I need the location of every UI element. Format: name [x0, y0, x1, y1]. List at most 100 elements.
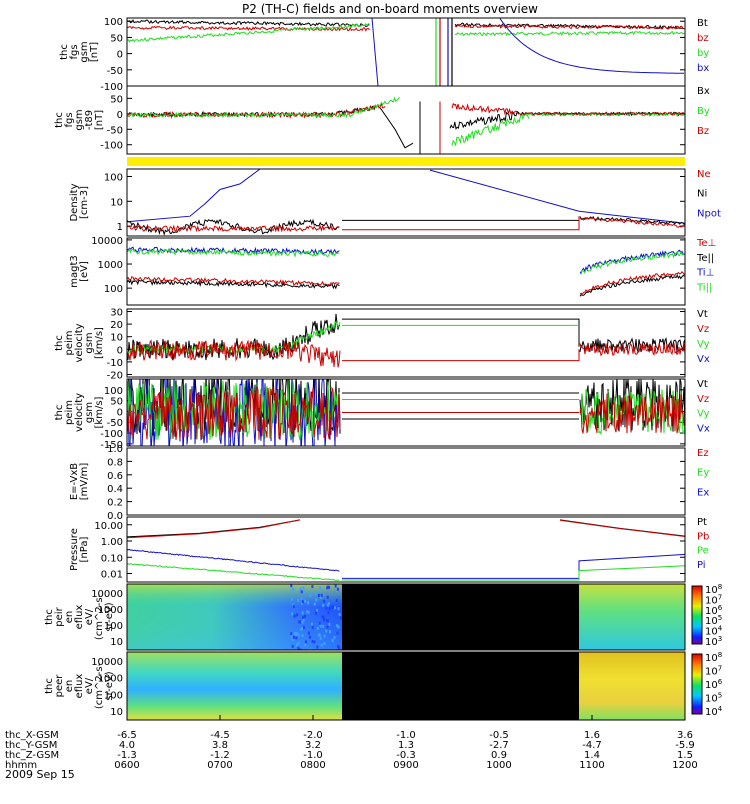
- xtick-label: 1.4: [584, 750, 600, 761]
- ytick-label: 10000: [91, 657, 123, 668]
- legend-Vy: Vy: [697, 339, 710, 350]
- xtick-label: 1.5: [677, 750, 693, 761]
- axis-label: magt3: [69, 255, 80, 288]
- series-Pt: [127, 519, 301, 538]
- ytick-label: 1000: [98, 260, 123, 271]
- xtick-label: -4.7: [582, 740, 602, 751]
- spectrogram-cell: [317, 593, 320, 597]
- ytick-label: 0: [117, 110, 123, 121]
- series-Te-par: [579, 274, 685, 297]
- colorbar-tick: 105: [705, 692, 722, 705]
- spectrogram-fill: [579, 652, 685, 720]
- ytick-label: 10000: [91, 589, 123, 600]
- legend-by: by: [697, 48, 709, 59]
- spectrogram-cell: [299, 589, 302, 593]
- legend-Pe: Pe: [697, 546, 709, 557]
- spectrogram-cell: [301, 634, 304, 638]
- spectrogram-cell: [307, 601, 310, 605]
- spectrogram-cell: [300, 627, 303, 631]
- series-Ne: [579, 217, 685, 228]
- series-Pi: [127, 548, 340, 572]
- axis-label: en: [64, 611, 75, 624]
- axis-label: thc: [54, 335, 65, 351]
- date-label: 2009 Sep 15: [5, 768, 75, 781]
- ytick-label: 50: [110, 94, 123, 105]
- spectrogram-cell: [301, 600, 304, 604]
- spectrogram-cell: [297, 633, 300, 637]
- axis-label: eV/: [84, 608, 95, 625]
- ytick-label: 50: [110, 397, 123, 408]
- spectrogram-cell: [295, 633, 298, 637]
- series-Vz: [579, 342, 685, 357]
- spectrogram-cell: [330, 605, 333, 609]
- xaxis-row-label: thc_Z-GSM: [5, 750, 59, 761]
- xtick-label: 1000: [486, 760, 511, 771]
- series-Vt: [342, 318, 580, 347]
- xtick-label: 3.2: [305, 740, 321, 751]
- xtick-label: -5.9: [675, 740, 695, 751]
- spectrogram-cell: [309, 635, 312, 639]
- spectrogram-cell: [304, 643, 307, 647]
- spectrogram-cell: [319, 586, 322, 590]
- spectrogram-cell: [334, 584, 337, 588]
- legend-Ez: Ez: [697, 448, 709, 459]
- legend-Vx: Vx: [697, 423, 710, 434]
- colorbar: [691, 585, 703, 645]
- spectrogram-cell: [317, 633, 320, 637]
- series-Bz: [519, 111, 685, 116]
- axis-label: eflux: [74, 674, 85, 699]
- spectrogram-cell: [325, 619, 328, 623]
- legend-Te||: Te||: [696, 253, 714, 264]
- axis-label: thc: [54, 112, 65, 128]
- ytick-label: 0.6: [107, 471, 123, 482]
- ytick-label: -50: [107, 66, 123, 77]
- series-Bz: [451, 102, 520, 116]
- spectrogram-cell: [338, 646, 341, 650]
- axis-label: [cm-3]: [79, 186, 90, 219]
- series-bx: [371, 18, 379, 86]
- xtick-label: 0800: [300, 760, 325, 771]
- axis-label: thc: [44, 678, 55, 694]
- series-group: [127, 519, 685, 581]
- panel-temperature: 10000 1000 100 magt3 [eV] Te⊥ Te|| Ti⊥ Ti||: [69, 236, 716, 306]
- ytick-label: 1: [117, 222, 123, 233]
- spectrogram-cell: [311, 625, 314, 629]
- legend-Ni: Ni: [697, 189, 707, 200]
- spectrogram-cell: [334, 606, 337, 610]
- flag-bar: [127, 157, 685, 166]
- spectrogram-cell: [300, 596, 303, 600]
- legend-Pi: Pi: [697, 560, 706, 571]
- axis-label: sr-eV): [104, 671, 115, 700]
- series-group: [127, 246, 685, 297]
- series-Vz: [127, 386, 341, 440]
- ytick-label: 1000: [98, 605, 123, 616]
- spectrogram-cell: [337, 625, 340, 629]
- series-Pe: [342, 565, 685, 581]
- ytick-label: 10: [110, 707, 123, 718]
- series-group: [127, 313, 685, 368]
- series-Te-perp: [579, 271, 685, 295]
- spectrogram-cell: [326, 595, 329, 599]
- xtick-label: 1.3: [398, 740, 414, 751]
- spectrogram-cell: [301, 611, 304, 615]
- series-Te-perp: [127, 276, 340, 287]
- spectrogram-cell: [290, 632, 293, 636]
- series-group: [127, 584, 685, 650]
- spectrogram-cell: [297, 646, 300, 650]
- spectrogram-cell: [325, 606, 328, 610]
- series-Bt: [127, 19, 370, 28]
- axis-label: thc: [44, 609, 55, 625]
- spectrogram-cell: [336, 587, 339, 591]
- spectrogram-cell: [291, 637, 294, 641]
- ytick-label: -50: [107, 418, 123, 429]
- spectrogram-cell: [299, 648, 302, 650]
- legend-bx: bx: [697, 63, 709, 74]
- legend-Ey: Ey: [697, 468, 709, 479]
- axis-label: gsm: [84, 402, 95, 423]
- legend-Bz: Bz: [697, 126, 709, 137]
- spectrogram-cell: [302, 618, 305, 622]
- axis-label: fgs: [64, 112, 75, 127]
- spectrogram-cell: [297, 598, 300, 602]
- series-Vz: [342, 349, 580, 362]
